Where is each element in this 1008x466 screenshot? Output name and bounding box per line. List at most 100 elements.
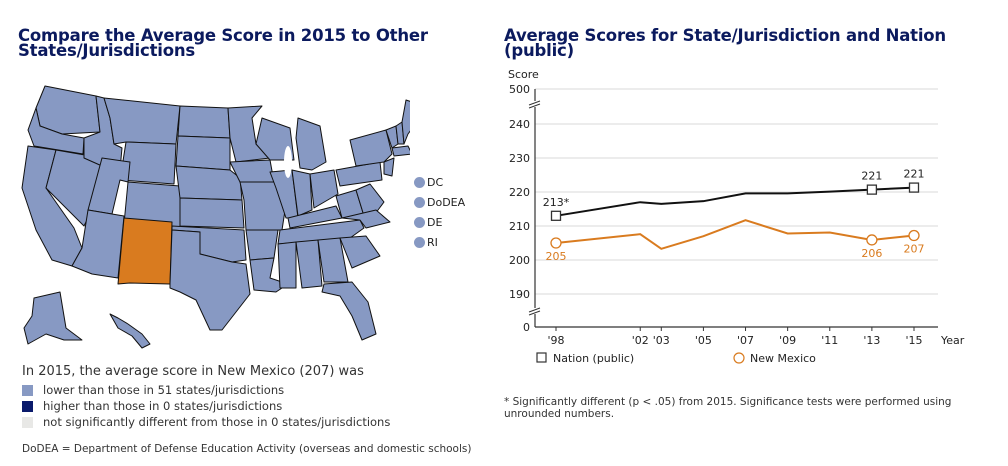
map-state[interactable] [103,97,181,145]
axis-break-mark [528,100,541,106]
map-state[interactable] [71,209,125,279]
legend-circle-icon [733,352,745,364]
legend-label: higher than those in 0 states/jurisdicti… [43,399,283,413]
map-chip-de[interactable]: DE [414,216,442,229]
legend-label: lower than those in 51 states/jurisdicti… [43,383,285,397]
data-label: 213* [543,196,570,209]
axis-break-mark [528,310,541,316]
y-tick-label: 240 [509,118,530,131]
map-state[interactable] [291,169,313,217]
us-states-map [21,85,410,349]
map-state[interactable] [295,117,327,171]
map-state[interactable] [245,229,279,261]
map-state[interactable] [175,135,231,171]
map-panel-title: Compare the Average Score in 2015 to Oth… [18,26,428,60]
y-tick-label: 210 [509,220,530,233]
map-state[interactable] [179,197,245,229]
data-label: 206 [861,247,882,260]
circle-icon [414,237,425,248]
x-tick-label: '02 [632,334,649,347]
map-state[interactable] [321,281,377,341]
swatch-icon [22,416,33,428]
lake-michigan [284,146,292,178]
y-tick-label: 220 [509,186,530,199]
chart-footnote: * Significantly different (p < .05) from… [504,396,952,420]
map-state[interactable] [401,99,410,145]
y-tick-label: 190 [509,288,530,301]
map-state[interactable] [355,183,385,219]
y-tick-label: 200 [509,254,530,267]
map-state[interactable] [341,209,391,229]
data-point-circle [908,229,920,242]
y-tick-label: 0 [523,321,530,334]
line-chart: 0 190 200 210 220 230 240 500 Score '98 '02 '03 '05 '… [508,68,965,365]
map-state[interactable] [277,241,297,289]
x-tick-label: '03 [653,334,670,347]
chart-legend: Nation (public) New Mexico [536,352,816,365]
x-tick-label: '98 [547,334,564,347]
axis-break-mark [528,307,541,313]
legend-item-not-different: not significantly different from those i… [22,414,390,430]
data-label: 205 [546,250,567,263]
chart-panel-title: Average Scores for State/Jurisdiction an… [504,26,946,60]
circle-icon [414,177,425,188]
chip-label: DoDEA [427,196,466,209]
legend-item-higher: higher than those in 0 states/jurisdicti… [22,398,390,414]
legend-label: not significantly different from those i… [43,415,391,429]
map-state[interactable] [255,117,295,161]
axes [528,89,938,328]
x-tick-label: '07 [737,334,754,347]
legend-item-lower: lower than those in 51 states/jurisdicti… [22,382,390,398]
map-legend: In 2015, the average score in New Mexico… [22,364,390,430]
map-state[interactable] [295,239,323,289]
dodea-note: DoDEA = Department of Defense Education … [22,443,472,455]
x-tick-label: '05 [695,334,712,347]
map-state-new-mexico[interactable] [117,217,173,285]
y-tick-label: 500 [509,83,530,96]
y-axis-label: Score [508,68,539,81]
x-tick-label: '15 [905,334,922,347]
data-point-square [908,182,920,193]
data-label: 207 [904,243,925,256]
legend-label: New Mexico [750,352,816,365]
x-axis-label: Year [940,334,965,347]
data-point-square [866,184,878,195]
map-chip-ri[interactable]: RI [414,236,438,249]
series-line-new-mexico [555,219,915,250]
map-state-alaska[interactable] [23,291,83,345]
chip-label: RI [427,236,438,249]
x-tick-label: '11 [821,334,838,347]
series-line-nation [555,186,915,217]
x-tick-label: '09 [779,334,796,347]
map-state[interactable] [175,165,243,201]
circle-icon [414,217,425,228]
map-state[interactable] [177,105,231,139]
axis-ticks: 0 190 200 210 220 230 240 500 Score '98 '02 '03 '05 '… [508,68,965,347]
x-tick-label: '13 [863,334,880,347]
legend-lead-text: In 2015, the average score in New Mexico… [22,364,364,379]
map-state[interactable] [35,85,101,135]
circle-icon [414,197,425,208]
data-point-square [550,210,562,221]
gridlines [535,88,938,295]
data-point-circle [550,237,562,249]
data-label: 221 [861,170,882,183]
swatch-icon [22,400,33,412]
map-chip-dodea[interactable]: DoDEA [414,196,465,209]
chip-label: DE [427,216,443,229]
chip-label: DC [427,176,444,189]
map-chip-dc[interactable]: DC [414,176,443,189]
map-state[interactable] [391,145,410,157]
map-state[interactable] [309,169,339,209]
map-state[interactable] [339,235,381,269]
map-state[interactable] [383,157,395,177]
map-state[interactable] [349,129,393,167]
swatch-icon [22,384,33,396]
map-state[interactable] [169,229,251,331]
axis-break-gap [530,101,540,107]
y-tick-label: 230 [509,152,530,165]
axis-break-gap [530,308,540,314]
series-group: 213* 221 221 205 206 207 [543,168,925,263]
legend-label: Nation (public) [553,352,634,365]
map-state-hawaii[interactable] [109,313,151,349]
